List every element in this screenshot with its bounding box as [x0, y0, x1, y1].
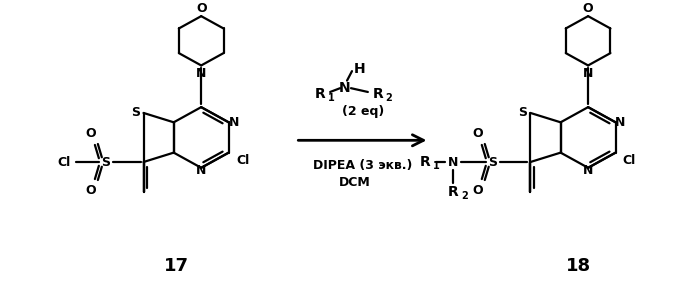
Text: R: R: [315, 87, 326, 101]
Text: S: S: [131, 106, 140, 119]
Text: R: R: [420, 155, 430, 169]
Text: 2: 2: [386, 93, 393, 102]
Text: R: R: [448, 185, 458, 199]
Text: (2 eq): (2 eq): [342, 105, 384, 118]
Text: N: N: [196, 164, 206, 177]
Text: N: N: [196, 66, 206, 79]
Text: O: O: [473, 184, 483, 197]
Text: O: O: [196, 2, 206, 15]
Text: DIPEA (3 экв.): DIPEA (3 экв.): [313, 160, 412, 172]
Text: O: O: [473, 127, 483, 140]
Text: Cl: Cl: [623, 154, 636, 167]
Text: Cl: Cl: [57, 155, 71, 168]
Text: O: O: [85, 184, 96, 197]
Text: O: O: [85, 127, 96, 140]
Text: N: N: [448, 155, 458, 168]
Text: Cl: Cl: [236, 154, 249, 167]
Text: 1: 1: [328, 93, 335, 102]
Text: N: N: [340, 81, 351, 95]
Text: DCM: DCM: [339, 176, 371, 189]
Text: 18: 18: [566, 257, 591, 276]
Text: R: R: [372, 87, 383, 101]
Text: H: H: [354, 62, 365, 76]
Text: 1: 1: [433, 161, 440, 171]
Text: S: S: [102, 155, 111, 168]
Text: 17: 17: [164, 257, 189, 276]
Text: N: N: [615, 116, 626, 129]
Text: N: N: [583, 164, 594, 177]
Text: O: O: [583, 2, 594, 15]
Text: S: S: [518, 106, 527, 119]
Text: N: N: [228, 116, 239, 129]
Text: N: N: [583, 66, 594, 79]
Text: 2: 2: [461, 191, 468, 201]
Text: S: S: [488, 155, 497, 168]
